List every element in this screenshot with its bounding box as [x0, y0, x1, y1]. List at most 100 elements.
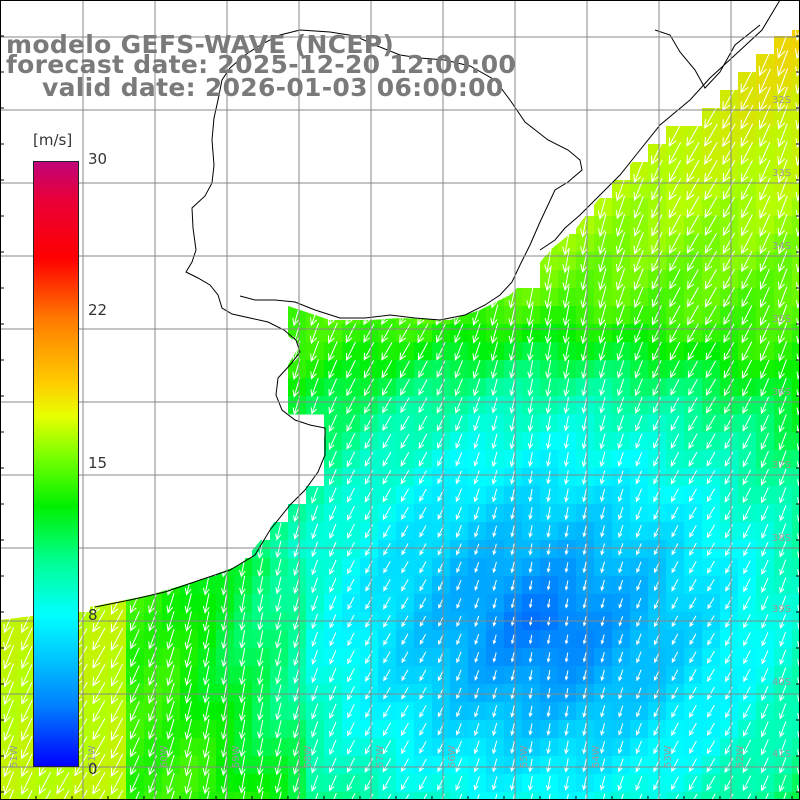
wind-arrow [491, 378, 498, 397]
wind-arrow [418, 433, 428, 450]
wind-arrow [760, 341, 770, 362]
wind-arrow [329, 685, 337, 702]
wind-arrow [670, 415, 680, 432]
wind-arrow [636, 669, 642, 682]
wind-arrow [636, 597, 642, 609]
wind-arrow [651, 287, 663, 308]
wind-arrow [21, 681, 33, 705]
wind-arrow [761, 775, 769, 792]
wind-arrow [44, 790, 52, 800]
wind-arrow [671, 543, 679, 556]
wind-arrow [382, 415, 392, 432]
wind-arrow [220, 773, 228, 794]
wind-arrow [311, 559, 319, 576]
wind-arrow [363, 323, 375, 343]
wind-arrow [778, 414, 787, 433]
wind-arrow [474, 705, 480, 718]
wind-arrow [777, 213, 788, 237]
wind-arrow [347, 704, 355, 719]
wind-arrow [221, 665, 228, 686]
wind-arrow [779, 757, 787, 774]
wind-arrow [706, 524, 716, 539]
wind-arrow [779, 631, 787, 647]
wind-arrow [563, 341, 570, 362]
wind-arrow [581, 359, 588, 380]
wind-arrow [563, 452, 570, 468]
wind-arrow [546, 562, 551, 573]
wind-arrow [491, 415, 498, 432]
wind-arrow [562, 249, 571, 274]
wind-arrow [510, 634, 515, 645]
lon-label: 54W [591, 745, 602, 768]
wind-arrow [742, 378, 752, 397]
wind-arrow [382, 433, 392, 449]
wind-arrow [759, 105, 771, 130]
wind-arrow [510, 687, 515, 700]
wind-arrow [706, 775, 716, 791]
wind-arrow [419, 740, 427, 754]
wind-arrow [329, 577, 337, 593]
wind-arrow [742, 487, 752, 504]
wind-arrow [490, 341, 499, 362]
wind-arrow [257, 702, 264, 722]
wind-arrow [686, 196, 700, 219]
wind-arrow [705, 323, 717, 344]
wind-arrow [724, 433, 734, 450]
wind-arrow [615, 232, 626, 255]
field-cell [324, 792, 343, 800]
wind-arrow [3, 645, 15, 670]
field-cell [792, 774, 800, 793]
field-cell [558, 792, 577, 800]
wind-arrow [761, 559, 769, 575]
wind-arrow [347, 722, 355, 737]
wind-arrow [618, 723, 624, 736]
wind-arrow [635, 758, 643, 773]
wind-arrow [527, 776, 534, 792]
wind-arrow [347, 523, 355, 539]
wind-arrow [239, 630, 246, 649]
wind-arrow [329, 757, 337, 774]
wind-arrow [382, 776, 392, 791]
wind-arrow [239, 683, 246, 704]
wind-arrow [364, 757, 374, 773]
field-cell [234, 792, 253, 800]
wind-arrow [742, 505, 751, 522]
field-cell [54, 792, 73, 800]
wind-arrow [310, 396, 319, 415]
wind-arrow [257, 576, 264, 595]
wind-arrow [400, 740, 409, 755]
wind-arrow [239, 755, 246, 776]
wind-arrow [598, 250, 607, 273]
wind-arrow [544, 267, 553, 292]
wind-arrow [761, 577, 769, 594]
wind-arrow [528, 452, 534, 467]
wind-arrow [724, 415, 734, 432]
wind-arrow [668, 214, 682, 237]
wind-arrow [510, 488, 515, 503]
wind-arrow [527, 378, 534, 397]
wind-arrow [582, 525, 587, 538]
wind-arrow [368, 793, 374, 800]
wind-arrow [581, 433, 588, 450]
wind-arrow [671, 687, 679, 700]
wind-arrow [473, 433, 480, 449]
wind-arrow [382, 488, 392, 503]
wind-arrow [527, 396, 534, 415]
wind-arrow [526, 285, 535, 310]
wind-arrow [3, 627, 15, 652]
wind-arrow [202, 736, 210, 759]
wind-arrow [184, 665, 192, 686]
field-cell [792, 648, 800, 667]
wind-arrow [419, 722, 427, 736]
field-cell [342, 792, 361, 800]
wind-arrow [455, 488, 463, 503]
wind-arrow [704, 232, 718, 254]
wind-arrow [257, 558, 264, 578]
wind-arrow [618, 687, 624, 700]
wind-arrow [311, 739, 319, 756]
field-cell [684, 792, 703, 800]
wind-arrow [688, 470, 698, 485]
wind-arrow [687, 305, 699, 326]
wind-arrow [110, 699, 124, 723]
wind-arrow [347, 668, 355, 683]
